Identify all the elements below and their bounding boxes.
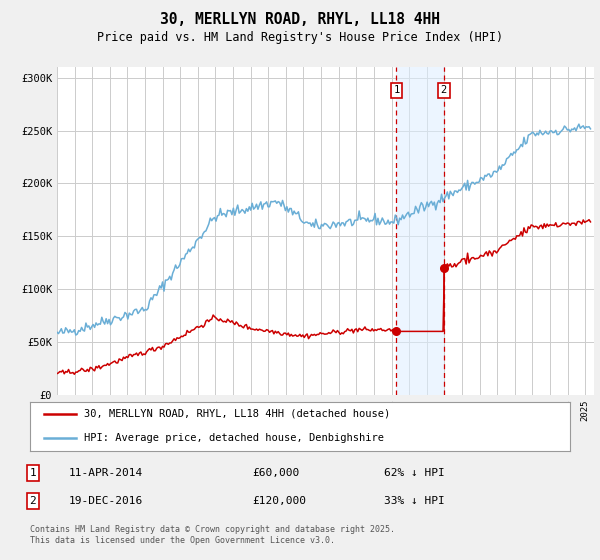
Text: 2: 2 bbox=[29, 496, 37, 506]
Text: 19-DEC-2016: 19-DEC-2016 bbox=[69, 496, 143, 506]
Text: £60,000: £60,000 bbox=[252, 468, 299, 478]
Text: £120,000: £120,000 bbox=[252, 496, 306, 506]
Text: 62% ↓ HPI: 62% ↓ HPI bbox=[384, 468, 445, 478]
Text: 11-APR-2014: 11-APR-2014 bbox=[69, 468, 143, 478]
Text: 1: 1 bbox=[29, 468, 37, 478]
Text: Price paid vs. HM Land Registry's House Price Index (HPI): Price paid vs. HM Land Registry's House … bbox=[97, 31, 503, 44]
Bar bbox=[397, 67, 444, 395]
Text: 2: 2 bbox=[440, 86, 447, 95]
Text: Contains HM Land Registry data © Crown copyright and database right 2025.
This d: Contains HM Land Registry data © Crown c… bbox=[30, 525, 395, 545]
Text: 33% ↓ HPI: 33% ↓ HPI bbox=[384, 496, 445, 506]
Text: 30, MERLLYN ROAD, RHYL, LL18 4HH: 30, MERLLYN ROAD, RHYL, LL18 4HH bbox=[160, 12, 440, 27]
Text: 1: 1 bbox=[394, 86, 400, 95]
Text: HPI: Average price, detached house, Denbighshire: HPI: Average price, detached house, Denb… bbox=[84, 433, 384, 444]
Text: 30, MERLLYN ROAD, RHYL, LL18 4HH (detached house): 30, MERLLYN ROAD, RHYL, LL18 4HH (detach… bbox=[84, 409, 390, 419]
